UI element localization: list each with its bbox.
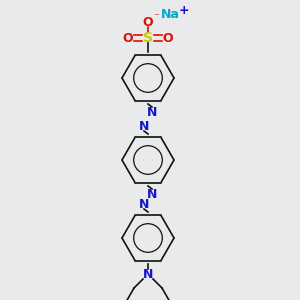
Text: N: N [147, 106, 157, 118]
Text: N: N [143, 268, 153, 281]
Text: O: O [143, 16, 153, 28]
Text: +: + [179, 4, 189, 16]
Text: N: N [139, 119, 149, 133]
Text: O: O [163, 32, 173, 44]
Text: Na: Na [160, 8, 179, 20]
Text: O: O [123, 32, 133, 44]
Text: N: N [147, 188, 157, 200]
Text: N: N [139, 197, 149, 211]
Text: S: S [143, 31, 153, 45]
Text: ⁻: ⁻ [153, 12, 159, 22]
